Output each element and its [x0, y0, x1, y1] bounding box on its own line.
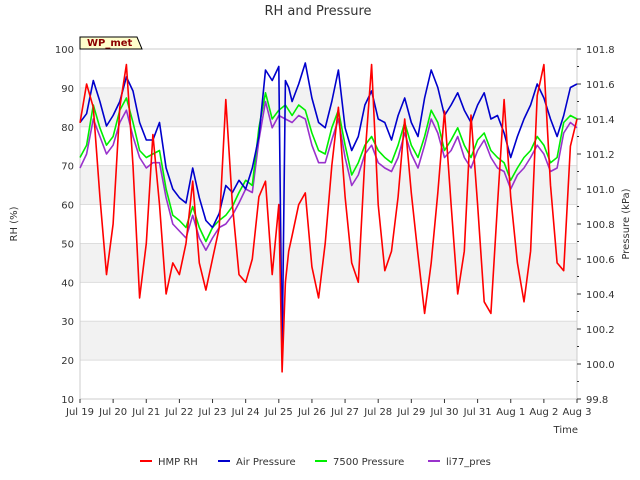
band-2	[80, 243, 577, 283]
y2-axis-label: Pressure (kPa)	[621, 188, 632, 259]
y2-tick-label: 101.0	[586, 185, 615, 196]
band-0	[80, 87, 577, 127]
y-tick-label: 70	[61, 162, 74, 173]
legend-label: HMP RH	[158, 457, 198, 468]
legend-label: Air Pressure	[236, 457, 296, 468]
y-axis-label: RH (%)	[9, 206, 20, 241]
x-tick-label: Jul 26	[297, 407, 326, 418]
legend: HMP RH Air Pressure 7500 Pressure li77_pres	[140, 457, 491, 468]
y-tick-label: 80	[61, 123, 74, 134]
legend-label: li77_pres	[446, 457, 491, 468]
y-tick-label: 10	[61, 395, 74, 406]
right-axis-ticks: 99.8 100.0 100.2 100.4 100.6 100.8 101.0 101.2 1…	[577, 45, 615, 406]
x-tick-label: Jul 19	[65, 407, 94, 418]
series-line-li77-pres	[79, 100, 578, 251]
x-tick-label: Jul 22	[164, 407, 193, 418]
x-tick-label: Aug 1	[496, 407, 525, 418]
legend-label: 7500 Pressure	[333, 457, 404, 468]
badge-label: WP_met	[87, 38, 133, 49]
y2-tick-label: 101.8	[586, 45, 615, 56]
chart-title: RH and Pressure	[264, 4, 371, 19]
y2-tick-label: 101.6	[586, 80, 615, 91]
y-tick-label: 90	[61, 84, 74, 95]
x-tick-label: Jul 20	[98, 407, 127, 418]
wp-met-badge: WP_met	[79, 36, 143, 50]
series-layer	[79, 62, 578, 373]
y-tick-label: 100	[55, 45, 74, 56]
x-tick-label: Jul 31	[463, 407, 492, 418]
band-3	[80, 321, 577, 361]
y2-tick-label: 99.8	[586, 395, 608, 406]
y-tick-label: 50	[61, 239, 74, 250]
series-line-hmp-rh	[79, 63, 578, 373]
x-tick-label: Jul 30	[429, 407, 458, 418]
y-tick-label: 40	[61, 278, 74, 289]
y2-tick-label: 100.0	[586, 360, 615, 371]
y-tick-label: 60	[61, 201, 74, 212]
y-tick-label: 30	[61, 317, 74, 328]
x-tick-label: Aug 3	[562, 407, 591, 418]
y2-tick-label: 100.8	[586, 220, 615, 231]
x-tick-label: Jul 28	[363, 407, 392, 418]
badge-shape	[79, 36, 143, 50]
series-line-7500-pressure	[79, 92, 578, 243]
x-axis-ticks: Jul 19 Jul 20 Jul 21 Jul 22 Jul 23 Jul 24 Jul …	[65, 399, 592, 418]
y2-tick-label: 101.4	[586, 115, 615, 126]
y2-tick-label: 101.2	[586, 150, 615, 161]
y2-tick-label: 100.6	[586, 255, 615, 266]
y2-tick-label: 100.4	[586, 290, 615, 301]
x-tick-label: Jul 23	[198, 407, 227, 418]
x-tick-label: Jul 27	[330, 407, 359, 418]
x-tick-label: Jul 24	[231, 407, 260, 418]
x-tick-label: Jul 25	[264, 407, 293, 418]
x-tick-label: Aug 2	[529, 407, 558, 418]
left-axis-ticks: 10 20 30 40 50 60 70 80 90 100	[55, 45, 74, 406]
series-line-air-pressure	[79, 62, 578, 357]
y-tick-label: 20	[61, 356, 74, 367]
y2-tick-label: 100.2	[586, 325, 615, 336]
x-tick-label: Jul 21	[131, 407, 160, 418]
x-tick-label: Jul 29	[396, 407, 425, 418]
x-axis-label: Time	[553, 425, 578, 436]
